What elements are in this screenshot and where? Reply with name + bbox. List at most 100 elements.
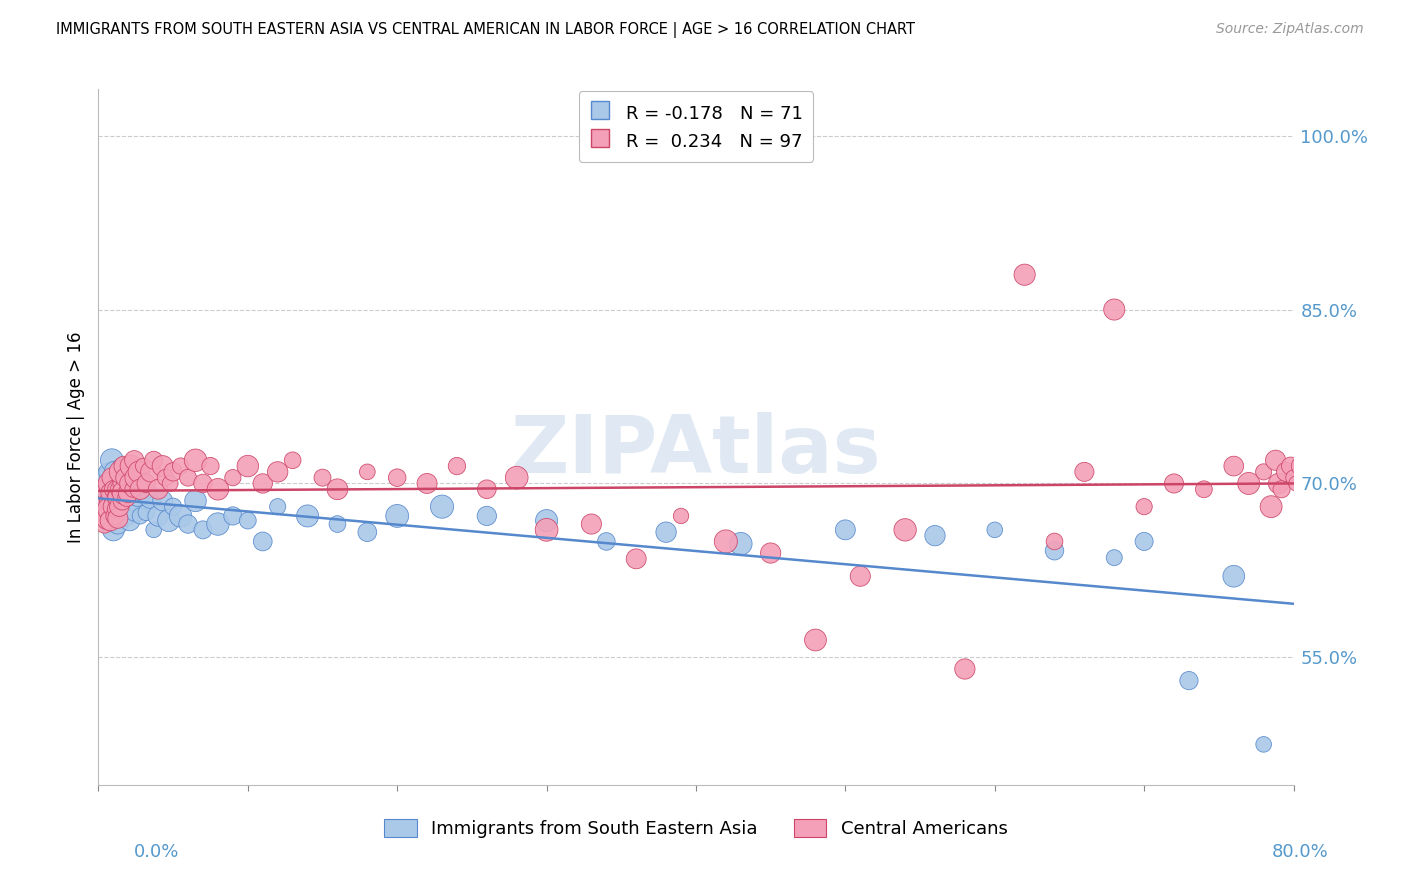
Point	[101, 453, 124, 467]
Point	[128, 465, 150, 479]
Point	[94, 483, 117, 497]
Point	[1253, 737, 1275, 751]
Point	[222, 471, 245, 485]
Point	[125, 471, 148, 485]
Point	[117, 500, 139, 514]
Point	[222, 508, 245, 523]
Point	[267, 465, 290, 479]
Point	[94, 510, 117, 524]
Point	[184, 453, 207, 467]
Point	[105, 502, 128, 516]
Point	[430, 500, 453, 514]
Point	[91, 496, 114, 510]
Point	[107, 511, 129, 525]
Point	[125, 503, 148, 517]
Point	[111, 493, 134, 508]
Point	[142, 523, 165, 537]
Point	[953, 662, 976, 676]
Point	[506, 471, 529, 485]
Point	[139, 491, 162, 505]
Point	[107, 500, 129, 514]
Point	[117, 485, 139, 500]
Point	[103, 500, 125, 514]
Point	[104, 491, 127, 505]
Point	[129, 483, 152, 497]
Point	[135, 505, 157, 519]
Point	[118, 476, 141, 491]
Point	[112, 491, 135, 505]
Point	[1253, 465, 1275, 479]
Point	[98, 514, 122, 528]
Point	[311, 471, 333, 485]
Point	[1298, 483, 1320, 497]
Point	[157, 514, 180, 528]
Point	[669, 508, 692, 523]
Point	[849, 569, 872, 583]
Point	[267, 500, 290, 514]
Point	[385, 508, 409, 523]
Point	[1271, 483, 1294, 497]
Point	[1133, 534, 1156, 549]
Point	[236, 514, 259, 528]
Point	[207, 516, 229, 531]
Point	[111, 460, 134, 475]
Point	[98, 485, 122, 500]
Point	[97, 502, 120, 516]
Point	[536, 514, 558, 528]
Point	[110, 475, 132, 490]
Point	[1289, 459, 1312, 474]
Point	[110, 476, 132, 491]
Point	[252, 476, 274, 491]
Point	[1223, 569, 1246, 583]
Point	[105, 479, 128, 493]
Point	[177, 471, 200, 485]
Point	[103, 523, 125, 537]
Point	[94, 508, 117, 523]
Point	[104, 493, 127, 508]
Point	[114, 471, 136, 485]
Point	[103, 483, 125, 497]
Point	[110, 465, 132, 479]
Point	[139, 465, 162, 479]
Point	[103, 505, 125, 519]
Point	[416, 476, 439, 491]
Point	[834, 523, 856, 537]
Point	[191, 523, 214, 537]
Point	[236, 459, 259, 474]
Point	[162, 465, 184, 479]
Point	[446, 459, 468, 474]
Text: ZIPAtlas: ZIPAtlas	[510, 412, 882, 490]
Point	[104, 465, 127, 479]
Point	[1301, 453, 1323, 467]
Point	[97, 502, 120, 516]
Point	[148, 483, 170, 497]
Point	[112, 485, 135, 500]
Point	[112, 459, 135, 474]
Point	[475, 483, 498, 497]
Point	[177, 516, 200, 531]
Point	[1133, 500, 1156, 514]
Text: 0.0%: 0.0%	[134, 843, 179, 861]
Point	[105, 508, 128, 523]
Point	[655, 525, 678, 540]
Point	[475, 508, 498, 523]
Point	[101, 471, 124, 485]
Point	[356, 465, 378, 479]
Point	[132, 459, 155, 474]
Point	[1043, 534, 1066, 549]
Point	[104, 508, 127, 523]
Point	[96, 514, 118, 528]
Point	[626, 551, 648, 566]
Point	[595, 534, 617, 549]
Point	[1282, 471, 1305, 485]
Point	[162, 500, 184, 514]
Point	[155, 471, 177, 485]
Point	[101, 491, 124, 505]
Point	[200, 459, 222, 474]
Point	[536, 523, 558, 537]
Text: Source: ZipAtlas.com: Source: ZipAtlas.com	[1216, 22, 1364, 37]
Point	[127, 491, 149, 505]
Point	[124, 453, 146, 467]
Point	[114, 508, 136, 523]
Point	[120, 485, 142, 500]
